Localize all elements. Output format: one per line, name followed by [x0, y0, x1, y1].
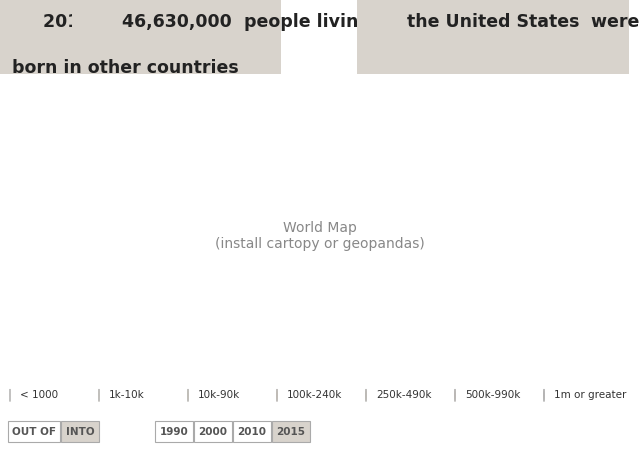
Text: 2015: 2015: [276, 427, 305, 437]
Text: ,: ,: [97, 13, 116, 31]
Text: 1m or greater: 1m or greater: [554, 390, 627, 400]
FancyBboxPatch shape: [61, 420, 99, 442]
Text: were: were: [585, 13, 639, 31]
Text: 100k-240k: 100k-240k: [287, 390, 342, 400]
Text: 2000: 2000: [198, 427, 227, 437]
FancyBboxPatch shape: [194, 420, 232, 442]
FancyBboxPatch shape: [155, 420, 193, 442]
Text: the United States: the United States: [401, 13, 585, 31]
Text: 500k-990k: 500k-990k: [465, 390, 520, 400]
Text: born in other countries: born in other countries: [12, 59, 239, 77]
FancyBboxPatch shape: [233, 420, 271, 442]
Text: 1990: 1990: [159, 427, 188, 437]
Text: 2010: 2010: [237, 427, 266, 437]
FancyBboxPatch shape: [8, 420, 60, 442]
Text: people living in: people living in: [237, 13, 401, 31]
Text: INTO: INTO: [66, 427, 94, 437]
Text: 46,630,000: 46,630,000: [116, 13, 237, 31]
Text: OUT OF: OUT OF: [12, 427, 56, 437]
Text: 250k-490k: 250k-490k: [376, 390, 431, 400]
FancyBboxPatch shape: [272, 420, 310, 442]
Text: < 1000: < 1000: [20, 390, 58, 400]
Text: 10k-90k: 10k-90k: [198, 390, 240, 400]
Text: In: In: [12, 13, 37, 31]
Text: World Map
(install cartopy or geopandas): World Map (install cartopy or geopandas): [215, 221, 425, 251]
Text: 1k-10k: 1k-10k: [109, 390, 145, 400]
Text: 2015: 2015: [37, 13, 97, 31]
